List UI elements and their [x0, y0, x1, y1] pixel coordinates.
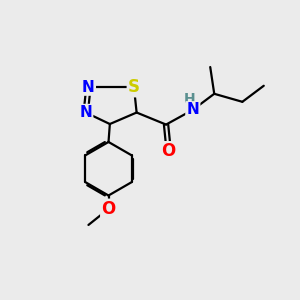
Text: O: O: [101, 200, 116, 218]
Text: O: O: [162, 142, 176, 160]
Text: N: N: [187, 102, 199, 117]
Text: N: N: [80, 105, 92, 120]
Text: S: S: [128, 78, 140, 96]
Text: N: N: [82, 80, 95, 94]
Text: H: H: [184, 92, 195, 106]
